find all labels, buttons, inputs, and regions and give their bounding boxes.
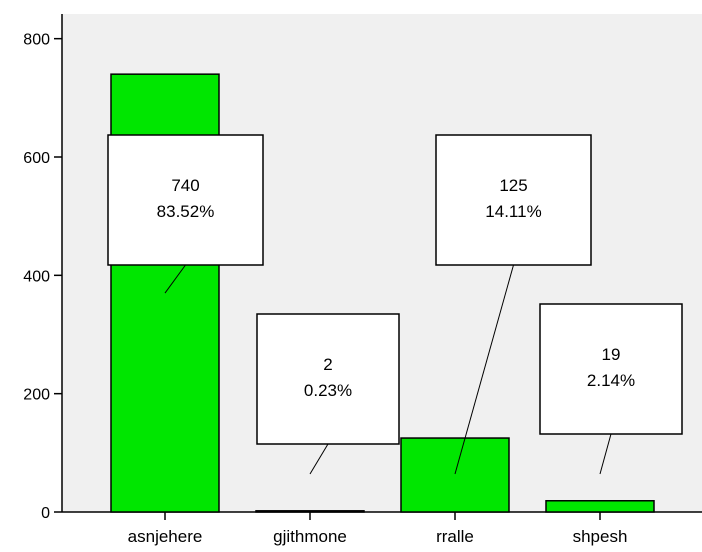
category-label: gjithmone <box>273 527 347 546</box>
y-tick-label: 400 <box>23 268 50 285</box>
y-axis-ticks: 0 200 400 600 800 <box>23 32 62 522</box>
data-label-percent: 14.11% <box>485 202 541 221</box>
data-label-percent: 0.23% <box>304 381 352 400</box>
data-label-box <box>435 134 592 266</box>
data-label-box <box>107 134 264 266</box>
data-label-count: 125 <box>499 176 527 195</box>
data-label-leader <box>454 264 514 475</box>
bar <box>400 437 510 513</box>
data-label-box <box>256 313 400 445</box>
bar <box>255 510 365 513</box>
data-label-count: 740 <box>171 176 199 195</box>
category-label: rralle <box>436 527 474 546</box>
category-label: shpesh <box>573 527 628 546</box>
data-label-leader <box>164 264 186 294</box>
y-tick-label: 200 <box>23 387 50 404</box>
category-labels: asnjehere gjithmone rralle shpesh <box>128 512 628 546</box>
data-label-count: 19 <box>602 345 621 364</box>
bar <box>545 500 655 513</box>
y-tick-label: 600 <box>23 150 50 167</box>
data-label-box <box>539 303 683 435</box>
data-label-percent: 2.14% <box>587 371 635 390</box>
data-label-percent: 83.52% <box>157 202 215 221</box>
data-labels: 740 83.52% 2 0.23% 125 14.11% 19 2.14% <box>107 134 683 475</box>
data-label-count: 2 <box>323 355 332 374</box>
data-label-leader <box>309 443 329 475</box>
y-tick-label: 800 <box>23 32 50 49</box>
category-label: asnjehere <box>128 527 203 546</box>
data-label-leader <box>599 433 612 475</box>
y-tick-label: 0 <box>41 505 50 522</box>
